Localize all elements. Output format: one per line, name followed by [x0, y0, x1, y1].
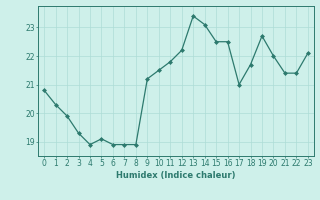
X-axis label: Humidex (Indice chaleur): Humidex (Indice chaleur) [116, 171, 236, 180]
